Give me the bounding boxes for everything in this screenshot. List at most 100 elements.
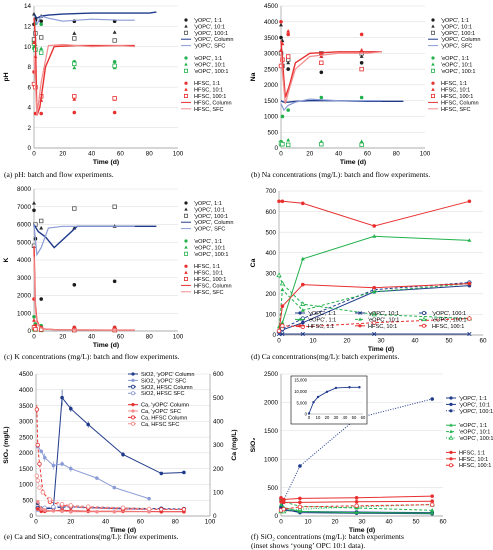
legend-label: 'yOPC', 1:1	[308, 311, 336, 317]
panel-e: 0 500 1000 1500 2000 2500 3000 3500 4000 4500 0 20 4…	[0, 366, 246, 542]
data-point	[467, 199, 472, 204]
y-tick-label: 1500	[19, 466, 34, 473]
data-point	[112, 63, 117, 69]
legend-item: 'yOPC', Column	[181, 37, 233, 43]
legend-marker	[184, 201, 188, 205]
legend-marker	[131, 409, 135, 413]
legend-marker	[131, 403, 135, 407]
caption-b: (b) Na concentrations (mg/L): batch and …	[251, 170, 431, 179]
legend-marker	[298, 311, 302, 315]
inset-x-tick-label: 60	[361, 415, 366, 420]
series-line	[33, 224, 135, 257]
data-point	[354, 496, 359, 500]
legend-marker	[448, 435, 454, 440]
y-axis-title: K	[3, 257, 10, 262]
legend-item: HFSC, Column	[428, 100, 479, 106]
data-point	[286, 108, 290, 112]
legend-item: HFSC, 100:1	[183, 94, 226, 100]
y-tick-label: 2000	[17, 293, 32, 300]
x-tick-label: 20	[67, 519, 75, 526]
y-tick-label: 14	[24, 3, 32, 10]
data-point	[120, 505, 126, 510]
y-axis-title: SiO₂ (mg/L)	[3, 426, 10, 463]
y-tick-label: 1000	[264, 456, 279, 463]
legend-marker	[298, 317, 302, 321]
legend-item: 'eOPC', 100:1	[183, 68, 228, 75]
x-tick-label: 10	[309, 338, 317, 345]
panel-c: 0 1000 2000 3000 4000 5000 6000 7000 8000 0 20 40 60…	[0, 183, 246, 363]
series-f_hfsc11	[279, 494, 434, 502]
data-point	[112, 204, 117, 209]
legend-label: HFSC, 10:1	[194, 88, 223, 94]
data-point	[86, 422, 90, 427]
data-point	[359, 66, 364, 72]
data-point	[51, 504, 56, 510]
legend-marker	[184, 239, 188, 243]
y-tick-label: 10	[24, 44, 32, 51]
series-line	[33, 15, 135, 26]
data-point	[277, 199, 281, 204]
data-point	[280, 304, 285, 308]
legend-item: SiO2, 'yOPC' SFC	[128, 378, 186, 384]
legend-label: HFSC, 100:1	[194, 277, 226, 283]
legend-label: 'yOPC', 1:1	[441, 18, 469, 24]
data-point	[112, 485, 117, 490]
panel-f: 0 500 1000 1500 2000 2500 0 10 20 30 40 50 60 Time (d…	[247, 366, 493, 542]
data-point	[72, 65, 77, 70]
legend-marker	[183, 213, 188, 218]
data-point	[42, 455, 47, 460]
data-point	[112, 509, 117, 514]
y-tick-label: 600	[265, 209, 276, 216]
y-tick-label: 3500	[264, 35, 279, 42]
legend-label: HFSC, SFC	[194, 290, 224, 296]
data-point	[319, 60, 324, 65]
data-point	[51, 508, 56, 513]
legend-label: HFSC, 1:1	[194, 264, 220, 270]
y-tick-label: 300	[265, 270, 276, 277]
data-point	[59, 501, 65, 507]
legend-marker	[358, 311, 362, 315]
inset-y-tick-label: 5,000	[297, 400, 308, 405]
data-point	[276, 272, 282, 278]
legend-marker	[184, 18, 188, 22]
legend-label: 'yOPC', 100:1	[441, 31, 475, 37]
legend-label: 'yOPC', 100:1	[432, 311, 466, 317]
series-line	[33, 256, 135, 331]
legend-label: HFSC, Column	[194, 100, 232, 106]
legend-item: 'eOPC', 100:1	[430, 68, 475, 75]
legend-label: 'eOPC', 1:1	[441, 56, 469, 62]
data-point	[359, 95, 364, 100]
data-point	[32, 201, 36, 205]
y-tick-label: 0	[27, 145, 31, 152]
data-point	[280, 287, 285, 292]
legend-item: 'yOPC', 1:1	[431, 18, 469, 24]
data-point	[467, 238, 472, 242]
legend-item: 'yOPC', 100:1	[419, 310, 466, 317]
data-point	[354, 500, 359, 504]
data-point	[319, 54, 324, 58]
y-tick-label: 3000	[264, 51, 279, 58]
inset-data-point	[312, 401, 315, 404]
legend-label: 'yOPC', SFC	[194, 44, 225, 50]
x-tick-label: 0	[32, 151, 36, 158]
legend-marker	[130, 384, 135, 389]
data-point	[35, 507, 40, 511]
data-point	[39, 297, 43, 301]
data-point	[39, 507, 44, 511]
x-tick-label: 0	[34, 519, 38, 526]
data-point	[298, 464, 302, 468]
series-yopccol	[33, 11, 157, 20]
data-point	[51, 463, 56, 468]
legend-label: Ca, 'yOPC' Column	[141, 403, 189, 409]
legend-item: Ca, HFSC Column	[128, 415, 187, 421]
y-tick-label: 500	[22, 497, 33, 504]
legend-label: 'eOPC', 10:1	[368, 317, 399, 323]
data-point	[42, 508, 47, 512]
legend-marker	[449, 409, 453, 413]
legend-item: HFSC, 100:1	[430, 94, 473, 100]
x-axis-title: Time (d)	[93, 342, 119, 349]
legend-label: 'eOPC', 1:1	[194, 239, 222, 245]
legend-label: 'yOPC', Column	[194, 220, 233, 226]
data-point	[39, 35, 44, 40]
